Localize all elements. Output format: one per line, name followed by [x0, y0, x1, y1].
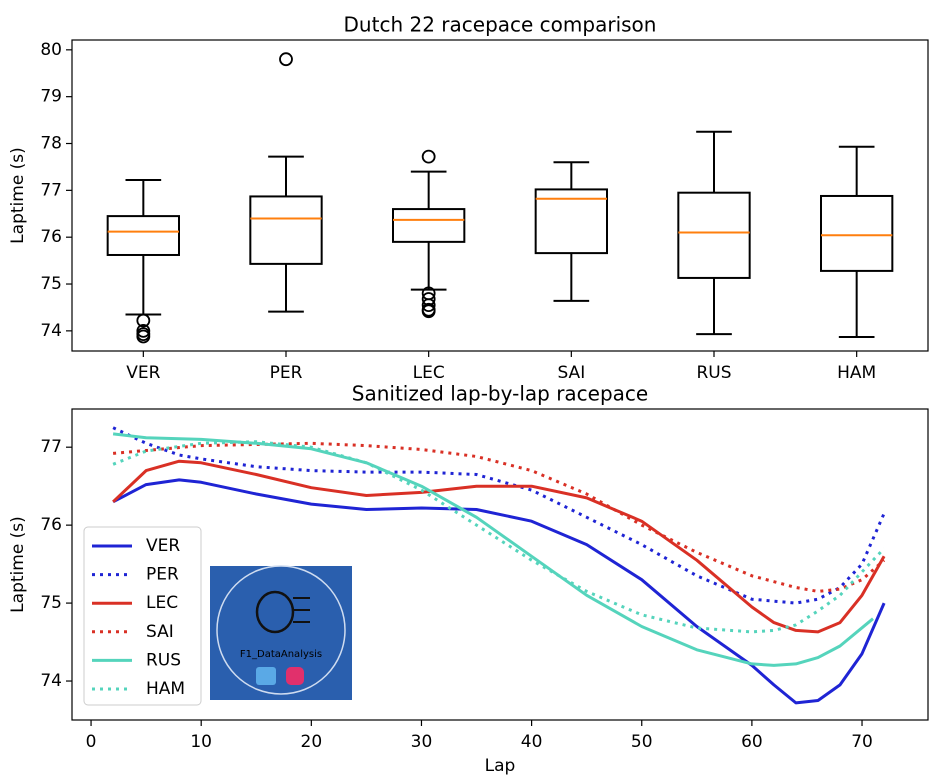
box [392, 208, 466, 243]
chart-title: Sanitized lap-by-lap racepace [352, 382, 648, 406]
line-series [112, 441, 886, 593]
y-tick-label: 76 [40, 515, 62, 535]
line-series [112, 459, 886, 634]
line-series [112, 440, 886, 634]
y-tick-label: 80 [40, 40, 62, 60]
x-tick-label: 10 [190, 732, 212, 752]
twitter-icon [256, 667, 276, 685]
outlier [421, 298, 436, 312]
outlier [136, 329, 151, 344]
outlier [136, 313, 151, 328]
box [106, 215, 180, 256]
legend: VER PER LEC SAI RUS HAM [83, 526, 202, 706]
y-tick-label: 79 [40, 87, 62, 107]
y-tick-label: 77 [40, 180, 62, 200]
y-tick-label: 75 [40, 593, 62, 613]
axes-frame [71, 408, 929, 721]
x-tick-label: HAM [837, 363, 876, 383]
outlier [421, 304, 436, 319]
x-tick-label: 0 [86, 732, 97, 752]
y-tick-label: 74 [40, 671, 62, 691]
box [820, 194, 894, 272]
x-tick-label: 20 [301, 732, 323, 752]
legend-label: SAI [146, 622, 174, 642]
logo-bg [210, 566, 352, 700]
box [677, 191, 751, 279]
outlier [279, 52, 293, 67]
box [249, 195, 323, 265]
y-axis-label: Laptime (s) [8, 147, 28, 244]
legend-label: HAM [146, 679, 185, 699]
x-tick-label: 70 [851, 732, 873, 752]
logo-brain [255, 590, 295, 634]
x-tick-label: 60 [741, 732, 763, 752]
y-axis-label: Laptime (s) [8, 516, 28, 613]
line-series [112, 478, 886, 705]
x-tick-label: 50 [631, 732, 653, 752]
x-tick-label: RUS [696, 363, 731, 383]
x-axis-label: Lap [485, 756, 516, 776]
axes-frame [71, 39, 929, 352]
x-tick-label: PER [270, 363, 303, 383]
x-tick-label: LEC [413, 363, 445, 383]
logo-text: F1_DataAnalysis [240, 649, 322, 660]
legend-label: RUS [146, 650, 181, 670]
y-tick-label: 76 [40, 227, 62, 247]
outlier [421, 149, 436, 164]
legend-label: VER [146, 536, 180, 556]
chart-title: Dutch 22 racepace comparison [344, 13, 657, 37]
y-tick-label: 78 [40, 134, 62, 154]
watermark: F1_DataAnalysis [210, 565, 352, 700]
x-tick-label: 40 [521, 732, 543, 752]
y-tick-label: 74 [40, 321, 62, 341]
x-tick-label: 30 [411, 732, 433, 752]
y-tick-label: 75 [40, 274, 62, 294]
legend-label: PER [146, 565, 179, 585]
x-tick-label: SAI [557, 363, 585, 383]
logo-ring [216, 565, 346, 695]
x-tick-label: VER [126, 363, 160, 383]
box [534, 188, 609, 255]
y-tick-label: 77 [40, 437, 62, 457]
instagram-icon [286, 667, 304, 685]
legend-label: LEC [146, 593, 178, 613]
